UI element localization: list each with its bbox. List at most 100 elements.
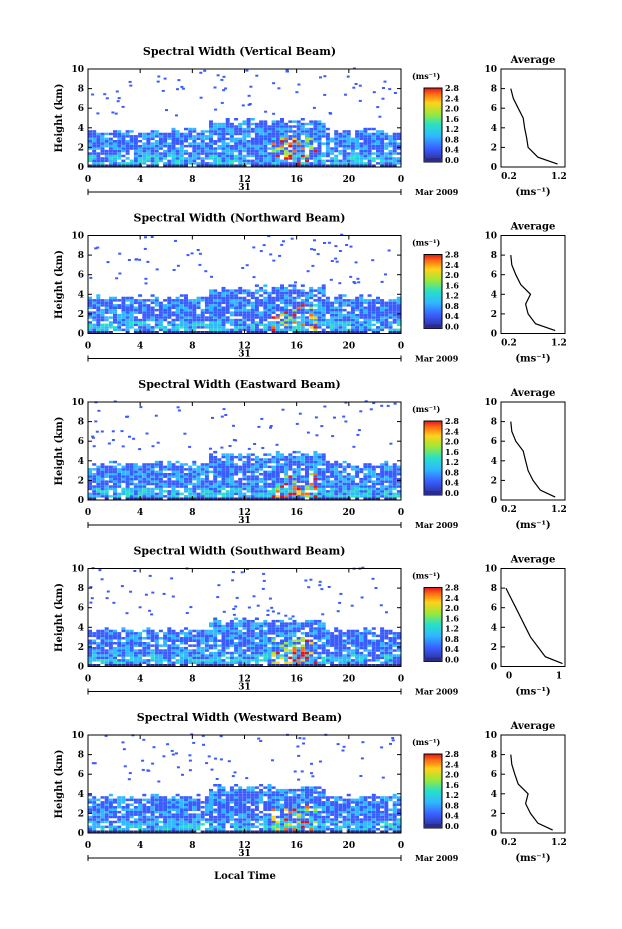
heatmap-cell [342, 468, 347, 471]
heatmap-cell [209, 495, 213, 498]
heatmap-cell [334, 130, 339, 133]
heatmap-cell [313, 450, 318, 454]
heatmap-cell [209, 492, 213, 496]
heatmap-cell [271, 651, 276, 655]
heatmap-cell [204, 475, 209, 478]
heatmap-cell [263, 470, 268, 474]
heatmap-cell [196, 654, 201, 657]
heatmap-cell [342, 308, 347, 312]
heatmap-cell [321, 301, 326, 305]
heatmap-cell [284, 637, 289, 640]
heatmap-cell [309, 465, 314, 469]
heatmap-cell [275, 624, 280, 628]
heatmap-cell [296, 450, 301, 454]
heatmap-cell [217, 627, 222, 630]
heatmap-cell [246, 490, 251, 493]
heatmap-cell [292, 140, 297, 143]
heatmap-cell [321, 164, 326, 167]
heatmap-cell [175, 485, 180, 488]
heatmap-cell [296, 304, 301, 307]
heatmap-cell [371, 487, 376, 491]
heatmap-cell [125, 318, 130, 322]
heatmap-cell [242, 132, 247, 136]
heatmap-cell [363, 659, 368, 662]
heatmap-cell [342, 142, 347, 145]
heatmap-cell [246, 331, 251, 334]
heatmap-cell [179, 646, 184, 650]
heatmap-cell [263, 120, 268, 123]
heatmap-cell [163, 304, 168, 307]
heatmap-cell [263, 152, 268, 155]
heatmap-cell [209, 147, 213, 150]
heatmap-cell [121, 473, 126, 476]
heatmap-cell [200, 157, 205, 160]
heatmap-cell [142, 473, 147, 476]
heatmap-cell [296, 301, 301, 305]
heatmap-cell [275, 497, 280, 500]
heatmap-cell [254, 649, 259, 652]
heatmap-cell [184, 152, 188, 155]
heatmap-cell [288, 149, 293, 153]
heatmap-cell [142, 299, 147, 302]
heatmap-cell [309, 301, 314, 305]
heatmap-cell [133, 308, 138, 312]
heatmap-cell [217, 135, 222, 138]
heatmap-cell [179, 142, 184, 145]
heatmap-cell [221, 159, 226, 163]
heatmap-cell [323, 75, 327, 78]
heatmap-cell [167, 646, 172, 650]
heatmap-cell [221, 127, 226, 131]
heatmap-cell [213, 637, 218, 640]
heatmap-cell [125, 612, 129, 615]
heatmap-cell [167, 460, 172, 464]
heatmap-cell [192, 331, 197, 334]
colorbar-tick-label: 0.4 [445, 311, 459, 321]
heatmap-cell [184, 473, 188, 476]
heatmap-cell [133, 485, 138, 488]
heatmap-cell [150, 142, 155, 145]
heatmap-cell [113, 497, 117, 500]
heatmap-cell [129, 463, 134, 466]
heatmap-cell [280, 642, 284, 645]
heatmap-cell [313, 308, 318, 312]
heatmap-cell [158, 304, 163, 307]
heatmap-cell [380, 637, 385, 640]
heatmap-cell [266, 609, 270, 612]
heatmap-cell [292, 284, 297, 287]
heatmap-cell [300, 149, 305, 153]
average-y-tick-label: 8 [491, 418, 497, 428]
heatmap-cell [271, 627, 276, 630]
heatmap-cell [158, 326, 163, 329]
heatmap-cell [154, 661, 159, 664]
heatmap-cell [242, 135, 247, 138]
heatmap-cell [117, 830, 122, 833]
heatmap-cell [125, 482, 130, 486]
heatmap-cell [305, 475, 309, 478]
heatmap-cell [392, 485, 397, 488]
heatmap-cell [334, 144, 339, 148]
average-x-axis-label: (ms⁻¹) [515, 520, 550, 531]
heatmap-cell [388, 649, 393, 652]
heatmap-cell [234, 439, 238, 442]
heatmap-cell [154, 321, 159, 324]
heatmap-cell [284, 326, 289, 329]
heatmap-cell [96, 634, 101, 638]
heatmap-cell [204, 637, 209, 640]
heatmap-cell [338, 830, 343, 833]
heatmap-cell [321, 328, 326, 332]
heatmap-cell [321, 473, 326, 476]
heatmap-cell [192, 649, 197, 652]
heatmap-cell [108, 465, 113, 469]
heatmap-cell [184, 646, 188, 650]
heatmap-cell [171, 651, 176, 655]
heatmap-cell [271, 632, 276, 635]
heatmap-cell [246, 149, 251, 153]
heatmap-cell [330, 495, 335, 498]
heatmap-cell [117, 485, 122, 488]
heatmap-cell [108, 296, 113, 300]
heatmap-cell [280, 830, 284, 833]
heatmap-cell [325, 321, 330, 324]
heatmap-cell [292, 830, 297, 833]
heatmap-cell [380, 157, 385, 160]
heatmap-cell [388, 301, 393, 305]
